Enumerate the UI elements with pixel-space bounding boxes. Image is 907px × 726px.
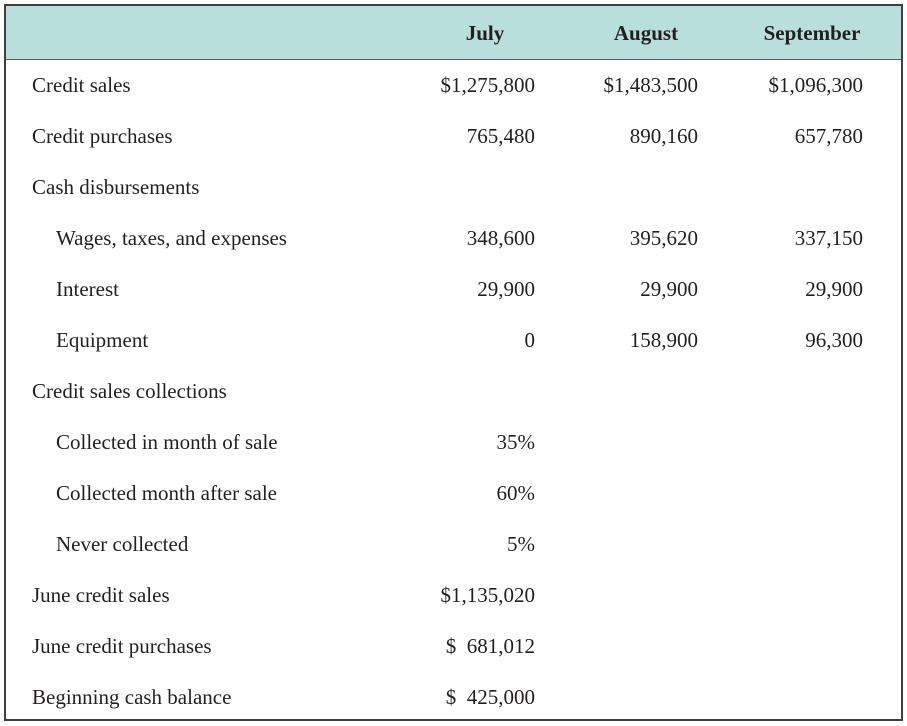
row-label: Collected in month of sale — [56, 430, 278, 454]
header-july: July — [465, 21, 505, 45]
cell-july: 0 — [524, 328, 536, 352]
table-row: Never collected 5% — [6, 519, 901, 570]
row-label: June credit sales — [32, 583, 170, 607]
cell-august: 29,900 — [640, 277, 698, 301]
cell-july: $ 681,012 — [445, 634, 535, 658]
table-row: Collected in month of sale 35% — [6, 417, 901, 468]
cell-july: 60% — [496, 481, 536, 505]
cell-september: 29,900 — [805, 277, 863, 301]
cell-july: $1,135,020 — [440, 583, 536, 607]
row-label: Wages, taxes, and expenses — [56, 226, 287, 250]
header-september: September — [763, 21, 861, 45]
table-row: Credit sales collections — [6, 366, 901, 417]
cell-september: 337,150 — [794, 226, 863, 250]
cell-september: 657,780 — [794, 124, 863, 148]
table-row: Cash disbursements — [6, 162, 901, 213]
section-label: Cash disbursements — [32, 175, 200, 199]
table-row: Collected month after sale 60% — [6, 468, 901, 519]
table-row: Beginning cash balance $ 425,000 — [6, 672, 901, 719]
table-row: June credit sales $1,135,020 — [6, 570, 901, 621]
row-label: Equipment — [56, 328, 149, 352]
header-august: August — [613, 21, 679, 45]
cell-august: $1,483,500 — [603, 73, 699, 97]
cell-july: $1,275,800 — [440, 73, 536, 97]
row-label: June credit purchases — [32, 634, 212, 658]
cell-july: 765,480 — [466, 124, 535, 148]
table-row: Wages, taxes, and expenses 348,600 395,6… — [6, 213, 901, 264]
table-row: June credit purchases $ 681,012 — [6, 621, 901, 672]
data-table: July August September Credit sales $1,27… — [4, 4, 903, 721]
section-label: Credit sales collections — [32, 379, 227, 403]
cell-september: 96,300 — [805, 328, 863, 352]
row-label: Collected month after sale — [56, 481, 278, 505]
row-label: Beginning cash balance — [32, 685, 232, 709]
cell-august: 395,620 — [629, 226, 698, 250]
cell-july: 5% — [507, 532, 535, 556]
cell-september: $1,096,300 — [768, 73, 864, 97]
cell-july: $ 425,000 — [445, 685, 535, 709]
row-label: Credit purchases — [32, 124, 173, 148]
row-label: Credit sales — [32, 73, 131, 97]
cell-august: 158,900 — [629, 328, 698, 352]
cell-july: 348,600 — [466, 226, 535, 250]
cell-july: 29,900 — [477, 277, 535, 301]
table-row: Equipment 0 158,900 96,300 — [6, 315, 901, 366]
table-row: Credit purchases 765,480 890,160 657,780 — [6, 111, 901, 162]
cell-august: 890,160 — [629, 124, 698, 148]
row-label: Never collected — [56, 532, 189, 556]
row-label: Interest — [56, 277, 119, 301]
table-header: July August September — [6, 6, 901, 60]
cell-july: 35% — [496, 430, 536, 454]
table-row: Interest 29,900 29,900 29,900 — [6, 264, 901, 315]
table-row: Credit sales $1,275,800 $1,483,500 $1,09… — [6, 60, 901, 111]
